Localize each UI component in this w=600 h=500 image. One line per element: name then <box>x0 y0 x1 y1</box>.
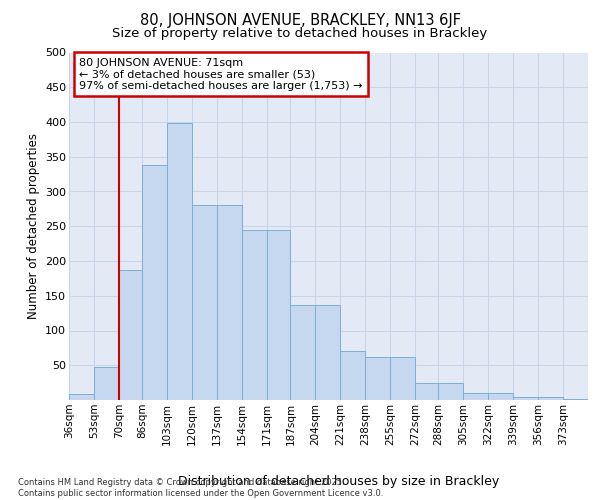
Bar <box>390 357 415 400</box>
Bar <box>439 382 463 400</box>
Bar <box>119 270 142 400</box>
Bar <box>167 124 192 400</box>
Bar <box>488 393 513 400</box>
Bar <box>538 397 563 400</box>
Bar <box>316 305 340 400</box>
Bar <box>463 393 488 400</box>
Bar <box>340 352 365 400</box>
Bar <box>94 368 119 400</box>
Bar <box>142 165 167 400</box>
Text: 80 JOHNSON AVENUE: 71sqm
← 3% of detached houses are smaller (53)
97% of semi-de: 80 JOHNSON AVENUE: 71sqm ← 3% of detache… <box>79 58 363 91</box>
Text: Size of property relative to detached houses in Brackley: Size of property relative to detached ho… <box>112 28 488 40</box>
Bar <box>415 382 439 400</box>
Bar <box>267 230 290 400</box>
Bar <box>242 230 267 400</box>
Bar <box>192 206 217 400</box>
Bar <box>217 206 242 400</box>
Text: 80, JOHNSON AVENUE, BRACKLEY, NN13 6JF: 80, JOHNSON AVENUE, BRACKLEY, NN13 6JF <box>139 12 461 28</box>
Text: Contains HM Land Registry data © Crown copyright and database right 2025.
Contai: Contains HM Land Registry data © Crown c… <box>18 478 383 498</box>
Bar <box>513 397 538 400</box>
Text: Distribution of detached houses by size in Brackley: Distribution of detached houses by size … <box>178 474 500 488</box>
Bar <box>69 394 94 400</box>
Bar <box>290 305 316 400</box>
Y-axis label: Number of detached properties: Number of detached properties <box>26 133 40 320</box>
Bar <box>365 357 390 400</box>
